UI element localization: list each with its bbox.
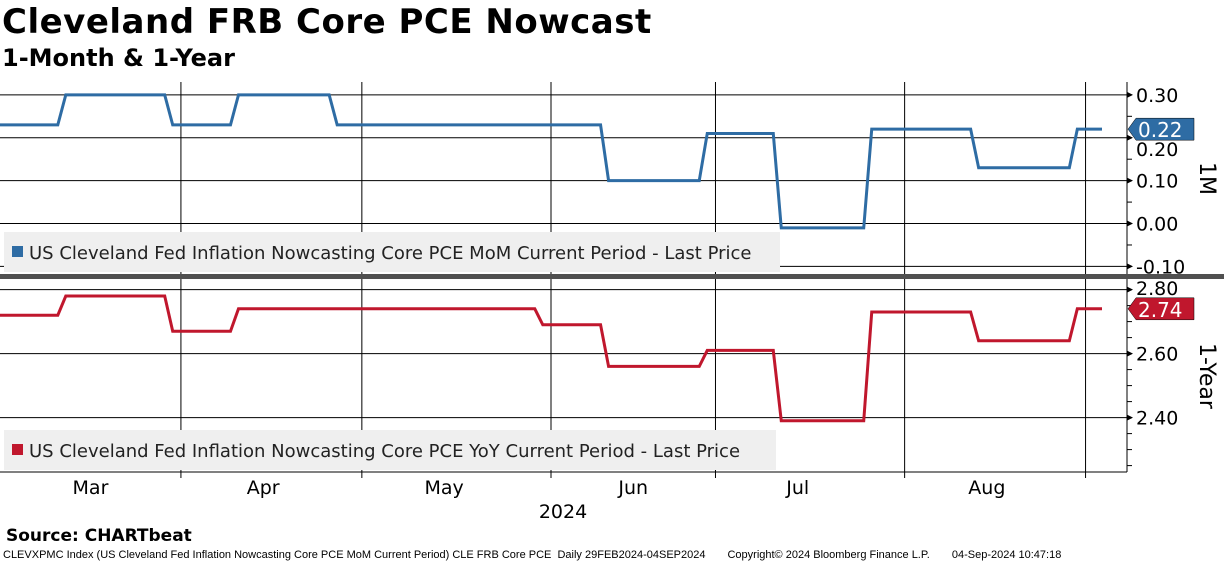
footer-timestamp: 04-Sep-2024 10:47:18: [951, 549, 1062, 561]
last-value-label: 2.74: [1138, 298, 1183, 322]
y-tick-label: 2.60: [1136, 344, 1178, 366]
footer: CLEVXPMC Index (US Cleveland Fed Inflati…: [3, 549, 1083, 561]
y-tick-label: 2.40: [1136, 408, 1178, 430]
x-tick-label: Jul: [785, 477, 809, 499]
last-value-tag: [1127, 297, 1195, 321]
footer-copyright: Copyright© 2024 Bloomberg Finance L.P.: [727, 549, 930, 561]
y-tick-label: 0.20: [1136, 139, 1178, 161]
panel-divider: [0, 274, 1224, 279]
legend-box: [4, 430, 776, 470]
x-tick-label: Apr: [247, 477, 280, 499]
x-tick-label: Aug: [968, 477, 1005, 499]
last-value-tag: [1127, 117, 1195, 141]
y-tick-label: -0.10: [1136, 256, 1185, 278]
x-tick-label: Mar: [73, 477, 109, 499]
x-tick-label: May: [424, 477, 463, 499]
y-tick-label: 2.80: [1136, 278, 1178, 300]
y-axis-label: 1M: [1194, 162, 1219, 195]
legend-label: US Cleveland Fed Inflation Nowcasting Co…: [29, 441, 740, 462]
last-value-label: 0.22: [1138, 118, 1183, 142]
y-axis-label: 1-Year: [1194, 343, 1219, 410]
x-tick-label: Jun: [617, 477, 648, 499]
series-line-1M: [0, 93, 1102, 230]
legend-swatch: [12, 444, 23, 455]
y-tick-label: 0.30: [1136, 85, 1178, 107]
chart-subtitle: 1-Month & 1-Year: [2, 44, 235, 72]
legend-box: [4, 232, 780, 272]
y-tick-label: 0.00: [1136, 214, 1178, 236]
source-label: Source: CHARTbeat: [6, 526, 192, 546]
chart-title: Cleveland FRB Core PCE Nowcast: [2, 2, 652, 42]
y-tick-label: 0.10: [1136, 171, 1178, 193]
x-year-label: 2024: [539, 501, 587, 523]
footer-security: CLEVXPMC Index (US Cleveland Fed Inflati…: [3, 549, 706, 561]
series-line-1-Year: [0, 294, 1102, 423]
legend-label: US Cleveland Fed Inflation Nowcasting Co…: [29, 243, 752, 264]
legend-swatch: [12, 246, 23, 257]
